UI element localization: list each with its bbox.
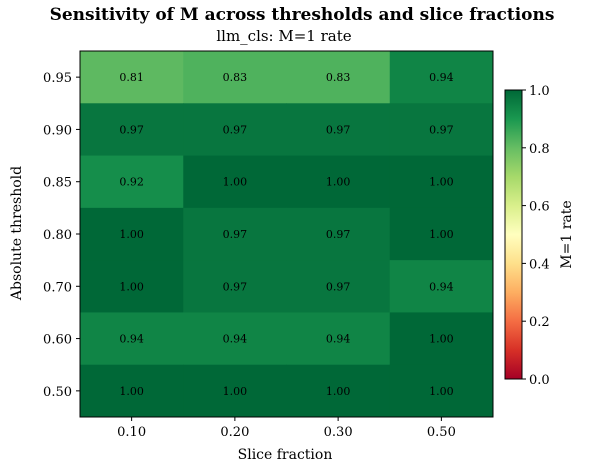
cell-value-label: 1.00 <box>223 176 248 189</box>
heatmap-cell <box>389 207 494 261</box>
colorbar <box>504 89 523 380</box>
colorbar-tick-label: 0.8 <box>529 142 550 157</box>
heatmap-cell <box>286 364 391 418</box>
heatmap-cell <box>80 364 184 418</box>
cell-value-label: 0.94 <box>119 333 144 346</box>
cell-value-label: 0.97 <box>429 123 454 136</box>
heatmap-cell <box>80 103 184 157</box>
heatmap-cell <box>389 51 494 104</box>
heatmap-cell <box>183 260 287 313</box>
cell-value-label: 0.81 <box>119 71 144 84</box>
heatmap-cell <box>80 260 184 313</box>
heatmap-cell <box>389 103 494 157</box>
x-tick-label: 0.20 <box>220 425 249 440</box>
cell-value-label: 0.97 <box>326 228 351 241</box>
cell-value-label: 1.00 <box>429 333 454 346</box>
x-tick-label: 0.30 <box>324 425 353 440</box>
colorbar-tick-label: 0.4 <box>529 257 550 272</box>
cell-value-label: 0.97 <box>326 280 351 293</box>
cell-value-label: 1.00 <box>119 228 144 241</box>
cell-value-label: 1.00 <box>223 385 248 398</box>
y-tick-label: 0.80 <box>43 228 72 243</box>
cell-value-label: 1.00 <box>429 228 454 241</box>
colorbar-tick-label: 1.0 <box>529 84 550 99</box>
heatmap-cell <box>286 103 391 157</box>
heatmap-cell <box>183 312 287 366</box>
cell-value-label: 0.94 <box>429 280 454 293</box>
x-axis: 0.10 0.20 0.30 0.50 <box>117 417 456 440</box>
y-tick-label: 0.70 <box>43 280 72 295</box>
heatmap-cell <box>389 364 494 418</box>
heatmap-cell <box>80 207 184 261</box>
heatmap-value-labels: 0.81 0.83 0.83 0.94 0.97 0.97 0.97 0.97 0.92 1.00… <box>119 71 453 398</box>
cell-value-label: 1.00 <box>326 385 351 398</box>
heatmap-cell <box>183 364 287 418</box>
cell-value-label: 0.94 <box>429 71 454 84</box>
heatmap-cell <box>80 312 184 366</box>
cell-value-label: 0.97 <box>223 280 248 293</box>
y-tick-label: 0.60 <box>43 333 72 348</box>
y-tick-label: 0.90 <box>43 123 72 138</box>
cell-value-label: 0.94 <box>326 333 351 346</box>
colorbar-tick-label: 0.2 <box>529 315 550 330</box>
chart-subtitle: llm_cls: M=1 rate <box>216 27 351 45</box>
cell-value-label: 1.00 <box>119 385 144 398</box>
chart-title: Sensitivity of M across thresholds and s… <box>50 5 555 25</box>
heatmap-cell <box>286 51 391 104</box>
cell-value-label: 0.97 <box>326 123 351 136</box>
heatmap-cell <box>389 260 494 313</box>
cell-value-label: 0.83 <box>326 71 351 84</box>
colorbar-tick-label: 0.0 <box>529 373 550 388</box>
heatmap-cell <box>286 155 391 209</box>
cell-value-label: 0.97 <box>223 228 248 241</box>
heatmap-cell <box>286 312 391 366</box>
y-axis: 0.95 0.90 0.85 0.80 0.70 0.60 0.50 <box>43 71 80 400</box>
heatmap-cell <box>183 103 287 157</box>
y-tick-label: 0.95 <box>43 71 72 86</box>
x-tick-label: 0.10 <box>117 425 146 440</box>
heatmap-cell <box>389 312 494 366</box>
cell-value-label: 0.97 <box>119 123 144 136</box>
heatmap-grid <box>80 51 494 418</box>
colorbar-label: M=1 rate <box>559 200 575 268</box>
heatmap-cell <box>80 155 184 209</box>
cell-value-label: 0.83 <box>223 71 248 84</box>
cell-value-label: 1.00 <box>429 176 454 189</box>
cell-value-label: 1.00 <box>429 385 454 398</box>
colorbar-tick-label: 0.6 <box>529 200 550 215</box>
heatmap-cell <box>183 155 287 209</box>
heatmap-cell <box>183 207 287 261</box>
cell-value-label: 1.00 <box>326 176 351 189</box>
heatmap-cell <box>286 207 391 261</box>
heatmap-cell <box>183 51 287 104</box>
cell-value-label: 0.97 <box>223 123 248 136</box>
cell-value-label: 1.00 <box>119 280 144 293</box>
x-tick-label: 0.50 <box>427 425 456 440</box>
y-tick-label: 0.85 <box>43 176 72 191</box>
cell-value-label: 0.94 <box>223 333 248 346</box>
x-axis-label: Slice fraction <box>238 447 333 463</box>
heatmap-cell <box>286 260 391 313</box>
y-axis-label: Absolute threshold <box>9 166 25 301</box>
heatmap-cell <box>80 51 184 104</box>
heatmap-cell <box>389 155 494 209</box>
y-tick-label: 0.50 <box>43 385 72 400</box>
cell-value-label: 0.92 <box>119 176 144 189</box>
colorbar-axis: 0.0 0.2 0.4 0.6 0.8 1.0 <box>522 84 550 388</box>
